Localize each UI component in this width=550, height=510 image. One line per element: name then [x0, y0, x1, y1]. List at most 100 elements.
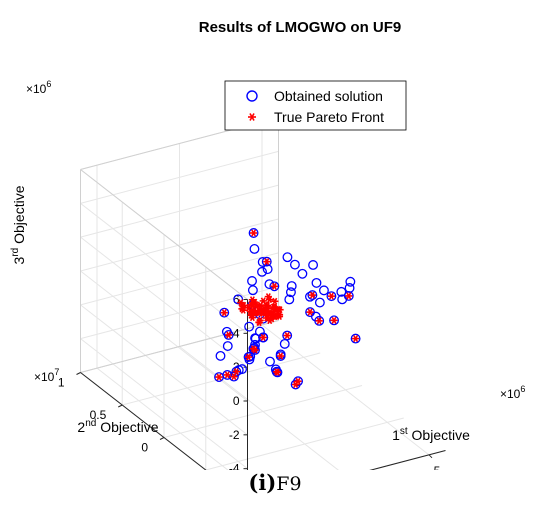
obtained-solution-point	[314, 297, 325, 308]
true-pareto-front-point	[248, 310, 256, 318]
caption-text: F9	[276, 473, 302, 495]
true-pareto-front-point	[345, 292, 353, 300]
asterisk-stroke	[216, 373, 222, 381]
asterisk-stroke	[331, 316, 337, 324]
y-tick-mark	[76, 372, 81, 375]
true-pareto-front-point	[263, 258, 271, 266]
asterisk-stroke	[249, 296, 255, 304]
obtained-solution-point	[262, 264, 273, 275]
obtained-solution-point	[329, 315, 340, 326]
asterisk-stroke	[233, 368, 239, 376]
obtained-solution-point	[284, 294, 295, 305]
obtained-solution-point	[285, 287, 296, 298]
obtained-solution-point	[307, 290, 318, 301]
asterisk-stroke	[238, 299, 244, 307]
obtained-solution-point	[222, 369, 233, 380]
asterisk-stroke	[274, 368, 280, 376]
grid-line	[80, 338, 248, 470]
grid-line	[80, 236, 248, 368]
chart-title: Results of LMOGWO on UF9	[199, 19, 402, 36]
asterisk-stroke	[224, 371, 230, 379]
obtained-solution-point	[289, 259, 300, 270]
obtained-solution-point	[293, 376, 304, 387]
y-tick-label: 1	[58, 376, 65, 390]
true-pareto-front-point	[232, 368, 240, 376]
asterisk-stroke	[246, 353, 252, 361]
grid-line	[369, 450, 446, 470]
asterisk-stroke	[264, 258, 270, 266]
x-multiplier: ×106	[500, 384, 525, 401]
asterisk-stroke	[272, 303, 277, 311]
true-pareto-front-point	[270, 282, 278, 290]
obtained-solution-point	[254, 326, 265, 337]
obtained-solution-point	[314, 315, 325, 326]
true-pareto-front-point	[271, 297, 279, 305]
true-pareto-front-point	[215, 373, 223, 381]
x-tick-label: 5	[434, 464, 441, 470]
obtained-solution-point	[282, 330, 293, 341]
true-pareto-front-point	[327, 292, 336, 300]
asterisk-stroke	[252, 346, 258, 354]
obtained-solution-point	[244, 321, 255, 332]
z-tick-label: -4	[229, 462, 240, 470]
obtained-solution-point	[326, 291, 337, 302]
asterisk-stroke	[276, 312, 282, 321]
obtained-solution-point	[261, 256, 272, 267]
asterisk-stroke	[272, 297, 278, 305]
true-pareto-front-point	[294, 377, 302, 385]
true-pareto-front-point	[244, 353, 253, 361]
obtained-solution-point	[336, 286, 347, 297]
z-axis-label: 3rd Objective	[10, 185, 27, 264]
obtained-solution-point	[221, 326, 232, 337]
asterisk-stroke	[258, 305, 264, 313]
true-pareto-front-point	[249, 229, 258, 237]
x-tick-mark	[428, 454, 433, 459]
obtained-solution-point	[311, 277, 322, 288]
asterisk-stroke	[250, 345, 256, 353]
asterisk-stroke	[307, 308, 313, 316]
asterisk-stroke	[221, 309, 227, 317]
asterisk-stroke	[328, 292, 334, 300]
z-tick-label: 4	[233, 326, 240, 340]
asterisk-stroke	[316, 317, 322, 325]
y-axis-label: 2nd Objective	[77, 418, 158, 435]
true-pareto-front-point	[240, 301, 248, 309]
true-pareto-front-point	[315, 317, 323, 325]
obtained-solution-point	[279, 338, 290, 349]
asterisk-stroke	[346, 292, 352, 300]
true-pareto-front-point	[330, 316, 338, 324]
grid-line	[80, 304, 248, 436]
true-pareto-front-point	[273, 368, 282, 376]
asterisk-stroke	[252, 298, 258, 306]
true-pareto-front-point	[283, 332, 291, 340]
obtained-solution-point	[233, 294, 244, 305]
asterisk-stroke	[265, 293, 271, 301]
obtained-solution-point	[249, 243, 260, 254]
legend-marker-pareto	[248, 113, 256, 121]
z-multiplier: ×106	[26, 79, 51, 96]
true-pareto-front-point	[264, 293, 272, 301]
obtained-solution-point	[350, 333, 361, 344]
true-pareto-front-point	[256, 305, 265, 313]
legend: Obtained solution True Pareto Front	[224, 80, 407, 131]
obtained-solution-point	[344, 283, 355, 293]
asterisk-stroke	[246, 304, 252, 312]
asterisk-stroke	[264, 314, 270, 322]
asterisk-stroke	[261, 308, 267, 316]
true-pareto-front-point	[271, 312, 279, 320]
x-axis-label: 1st Objective	[392, 426, 470, 443]
obtained-solution-point	[297, 268, 308, 279]
true-pareto-front-point	[277, 352, 285, 360]
caption-label: (i)	[248, 470, 277, 495]
obtained-solution-point	[269, 281, 280, 292]
obtained-solution-point	[258, 332, 269, 343]
true-pareto-front-point	[255, 319, 263, 327]
z-tick-label: 0	[233, 394, 240, 408]
legend-marker-obtained	[246, 90, 258, 102]
asterisk-stroke	[271, 282, 277, 290]
true-pareto-front-point	[263, 314, 271, 322]
asterisk-stroke	[260, 333, 266, 341]
y-tick-mark	[159, 437, 165, 440]
asterisk-stroke	[295, 377, 301, 385]
y-multiplier: ×107	[34, 367, 59, 384]
